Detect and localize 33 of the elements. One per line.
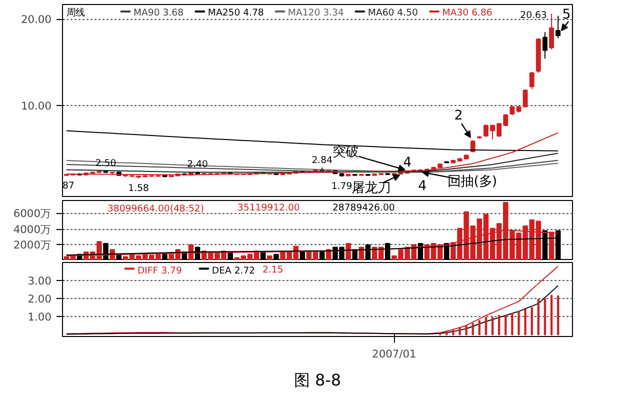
x-tick-label: 2007/01	[372, 348, 416, 360]
legend-label: MA30 6.86	[442, 8, 492, 18]
annotation: 2	[454, 108, 463, 124]
annotation: 20.63	[520, 10, 547, 21]
y-tick-label: 3.00	[28, 274, 52, 288]
legend-label: MA60 4.50	[368, 8, 418, 18]
y-tick-label: 2.00	[28, 292, 52, 306]
annotation: 38099664.00(48:52)	[108, 204, 204, 214]
annotation: 4	[403, 156, 412, 171]
annotation: 屠龙刀	[351, 180, 390, 196]
y-tick-label: 1.00	[28, 310, 52, 324]
annotation: 突破	[332, 145, 358, 160]
annotation: 1.79	[331, 181, 352, 192]
annotation: 2.84	[312, 155, 333, 166]
annotation: 28789426.00	[332, 202, 395, 214]
annotation: 5	[562, 8, 571, 22]
annotation: 2.15	[262, 264, 284, 276]
annotation: 35119912.00	[238, 202, 300, 214]
annotation: 87	[62, 180, 74, 192]
y-tick-label: 20.00	[20, 13, 52, 26]
y-tick-label: 4000万	[13, 222, 52, 236]
legend-label: MA90 3.68	[134, 8, 184, 18]
legend-label: MA250 4.78	[208, 8, 264, 18]
y-tick-label: 6000万	[13, 207, 52, 220]
legend-label: DEA 2.72	[212, 266, 256, 276]
caption: 图 8-8	[294, 370, 342, 390]
y-tick-label: 2000万	[13, 238, 52, 252]
annotation: 1.58	[128, 183, 149, 194]
annotation: 4	[418, 178, 427, 194]
y-tick-label: 10.00	[20, 100, 52, 113]
legend-label: MA120 3.34	[288, 8, 344, 18]
legend-label: DIFF 3.79	[138, 266, 182, 276]
chart-title: 周线	[66, 8, 84, 18]
